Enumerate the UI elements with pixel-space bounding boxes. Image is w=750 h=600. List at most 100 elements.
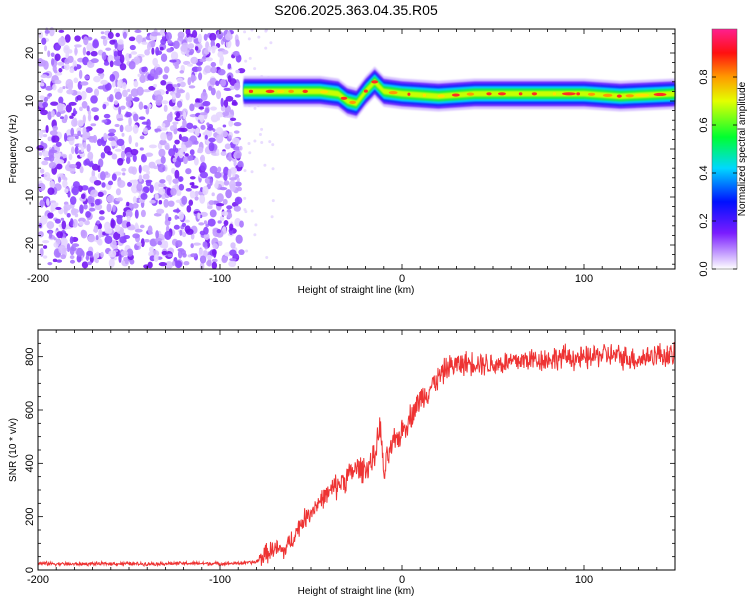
noise-speckle [208, 85, 213, 91]
noise-speckle [163, 198, 169, 208]
noise-speckle [74, 213, 79, 218]
noise-speckle [42, 245, 48, 249]
noise-speckle [150, 31, 159, 37]
noise-speckle [138, 164, 142, 174]
spectrogram-y-tick-label: 10 [24, 95, 36, 107]
noise-speckle [247, 37, 251, 41]
noise-speckle [91, 163, 99, 171]
noise-speckle [154, 128, 163, 132]
noise-speckle [270, 215, 274, 219]
noise-speckle [229, 258, 237, 262]
figure-title: S206.2025.363.04.35.R05 [274, 2, 438, 18]
noise-speckle [162, 36, 166, 42]
colorbar-tick-label: 0.2 [698, 213, 710, 228]
noise-speckle [57, 159, 65, 164]
noise-speckle [43, 60, 49, 70]
noise-speckle [47, 212, 54, 219]
noise-speckle [163, 66, 170, 74]
noise-speckle [82, 114, 86, 124]
noise-speckle [43, 157, 52, 161]
noise-speckle [141, 165, 150, 172]
noise-speckle [141, 153, 147, 163]
noise-speckle [172, 209, 181, 213]
noise-speckle [87, 151, 94, 160]
noise-speckle [55, 43, 61, 51]
noise-speckle [248, 56, 252, 60]
colorbar-tick-label: 0.8 [698, 69, 710, 84]
noise-speckle [210, 106, 218, 111]
noise-speckle [230, 117, 237, 122]
noise-speckle [208, 200, 215, 206]
noise-speckle [51, 58, 55, 66]
noise-speckle [39, 247, 44, 257]
noise-speckle [113, 100, 119, 105]
spectrogram-y-tick-label: 0 [24, 146, 36, 152]
noise-speckle [53, 69, 58, 74]
noise-speckle [61, 174, 66, 180]
noise-speckle [238, 249, 245, 256]
noise-speckle [172, 157, 177, 163]
noise-speckle [207, 218, 216, 227]
snr-panel: -200 -100 0 100 0 200 400 600 800 Height of str… [8, 329, 676, 597]
snr-x-ticks: -200 -100 0 100 [27, 330, 676, 586]
noise-speckle [226, 205, 233, 210]
noise-speckle [200, 124, 206, 130]
noise-speckle [232, 50, 240, 57]
noise-speckle [260, 127, 264, 131]
noise-speckle [182, 252, 187, 258]
noise-speckle [122, 31, 127, 39]
noise-speckle [245, 249, 249, 253]
noise-speckle [61, 118, 68, 124]
noise-speckle [44, 29, 50, 34]
noise-speckle [166, 113, 173, 123]
noise-speckle [64, 63, 70, 71]
noise-speckle [47, 187, 55, 196]
noise-speckle [45, 124, 49, 134]
noise-speckle [200, 154, 206, 163]
noise-speckle [76, 94, 82, 101]
noise-speckle [179, 70, 185, 74]
noise-speckle [183, 156, 188, 165]
signal-hotspot [653, 92, 667, 97]
noise-speckle [129, 44, 136, 51]
noise-speckle [191, 30, 198, 38]
noise-speckle [115, 188, 121, 196]
noise-speckle [199, 194, 206, 204]
noise-speckle [138, 101, 144, 110]
noise-speckle [188, 51, 194, 56]
noise-speckle [47, 111, 52, 121]
noise-speckle [135, 142, 139, 148]
noise-speckle [175, 240, 183, 248]
noise-speckle [56, 259, 63, 263]
noise-speckle [87, 113, 92, 122]
noise-speckle [216, 90, 222, 100]
noise-speckle [86, 105, 90, 112]
noise-speckle [132, 154, 137, 163]
noise-speckle [243, 169, 247, 173]
noise-speckle [233, 82, 241, 91]
noise-speckle [73, 110, 78, 115]
noise-speckle [188, 199, 194, 206]
noise-speckle [265, 256, 269, 260]
noise-speckle [133, 96, 140, 102]
noise-speckle [228, 152, 232, 162]
noise-speckle [253, 106, 257, 110]
noise-speckle [96, 68, 105, 74]
noise-speckle [101, 51, 107, 61]
noise-speckle [182, 119, 187, 128]
noise-speckle [186, 122, 194, 130]
noise-speckle [153, 83, 158, 88]
noise-speckle [145, 152, 154, 157]
noise-speckle [128, 53, 132, 59]
signal-hotspot [486, 92, 492, 96]
noise-speckle [167, 200, 175, 207]
noise-speckle [84, 220, 90, 226]
noise-speckle [114, 148, 122, 152]
noise-speckle [111, 153, 118, 160]
noise-speckle [211, 192, 215, 197]
noise-speckle [74, 146, 79, 155]
noise-speckle [99, 210, 105, 215]
noise-speckle [94, 88, 100, 97]
noise-speckle [130, 148, 139, 156]
noise-speckle [224, 33, 233, 41]
